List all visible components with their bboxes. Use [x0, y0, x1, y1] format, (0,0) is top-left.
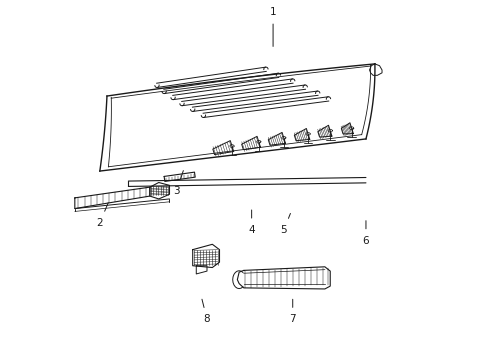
- Text: 8: 8: [202, 299, 210, 324]
- Text: 2: 2: [96, 203, 108, 228]
- Text: 3: 3: [173, 171, 183, 196]
- Text: 5: 5: [280, 213, 290, 235]
- Text: 1: 1: [269, 7, 276, 46]
- Text: 4: 4: [248, 210, 254, 235]
- Text: 6: 6: [362, 221, 368, 246]
- Text: 7: 7: [289, 299, 295, 324]
